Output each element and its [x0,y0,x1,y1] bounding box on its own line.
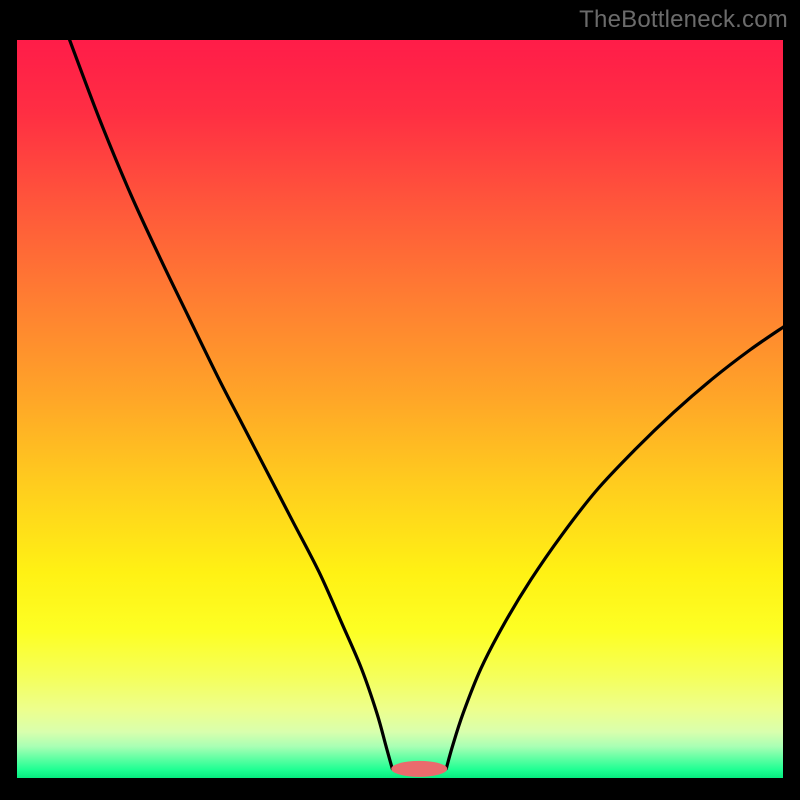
plot-area [15,38,785,780]
watermark-text: TheBottleneck.com [579,6,788,34]
gradient-background [15,38,785,780]
bottleneck-chart [0,0,800,800]
chart-container: TheBottleneck.com [0,0,800,800]
optimum-marker [391,761,447,777]
